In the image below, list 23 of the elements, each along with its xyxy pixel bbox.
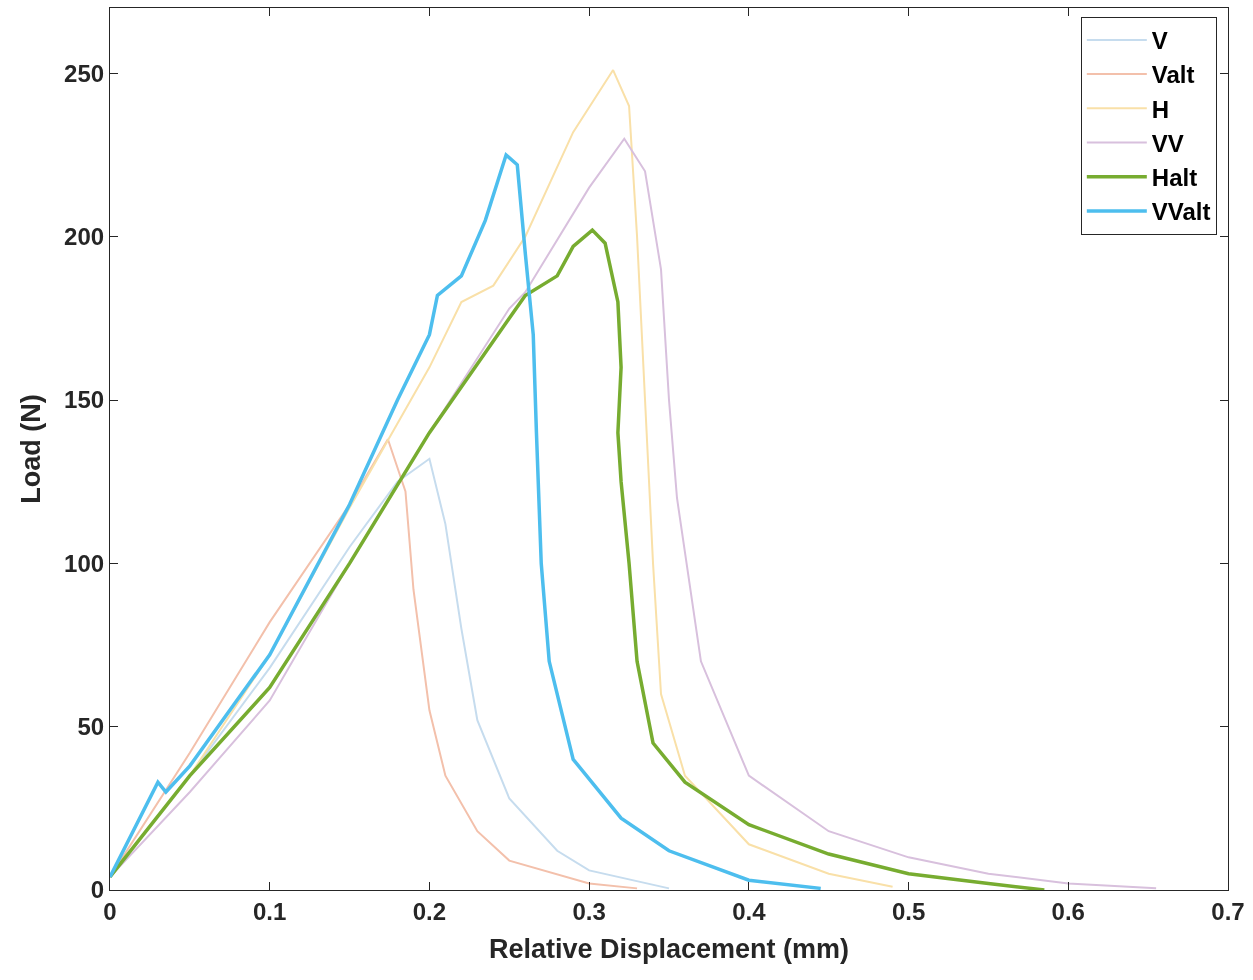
line-series — [110, 228, 1047, 890]
y-tick-label: 200 — [64, 223, 105, 251]
x-axis-title: Relative Displacement (mm) — [488, 934, 850, 965]
x-tick-label: 0.6 — [1051, 897, 1085, 925]
x-tick-label: 0.1 — [253, 897, 287, 925]
x-tick-label: 0.3 — [572, 897, 606, 925]
y-tick-label: 50 — [77, 713, 105, 741]
x-tick-label: 0.5 — [891, 897, 926, 925]
x-tick-label: 0.7 — [1211, 897, 1245, 925]
line-series — [110, 153, 823, 890]
legend-label: V — [1151, 27, 1168, 55]
x-tick-label: 0.2 — [412, 897, 447, 925]
y-tick-label: 250 — [64, 59, 105, 87]
y-axis-title: Load (N) — [16, 394, 47, 504]
legend-label: Halt — [1151, 164, 1198, 192]
x-tick-label: 0.4 — [732, 897, 767, 925]
legend-label: VValt — [1151, 198, 1211, 226]
y-tick-label: 100 — [64, 549, 105, 577]
legend-label: H — [1151, 95, 1170, 123]
y-tick-label: 150 — [64, 386, 105, 414]
legend-label: Valt — [1151, 61, 1195, 89]
y-tick-label: 0 — [90, 876, 105, 904]
legend-label: VV — [1151, 129, 1184, 157]
